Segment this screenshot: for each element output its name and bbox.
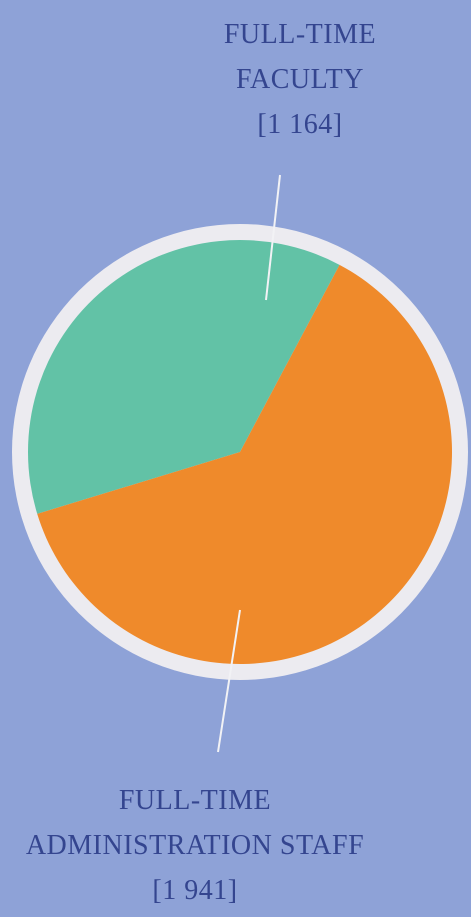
leader-line bbox=[265, 174, 281, 301]
pie-slice bbox=[37, 264, 453, 664]
category-label: FULL-TIME ADMINISTRATION STAFF bbox=[25, 785, 365, 861]
category-label: FULL-TIME FACULTY bbox=[223, 19, 377, 95]
value-label: [1 941] bbox=[152, 875, 238, 906]
pie-slice bbox=[28, 239, 340, 514]
label-staff: FULL-TIME ADMINISTRATION STAFF [1 941] bbox=[15, 778, 375, 913]
value-label: [1 164] bbox=[257, 109, 343, 140]
leader-line bbox=[217, 609, 241, 753]
label-faculty: FULL-TIME FACULTY [1 164] bbox=[185, 12, 415, 147]
